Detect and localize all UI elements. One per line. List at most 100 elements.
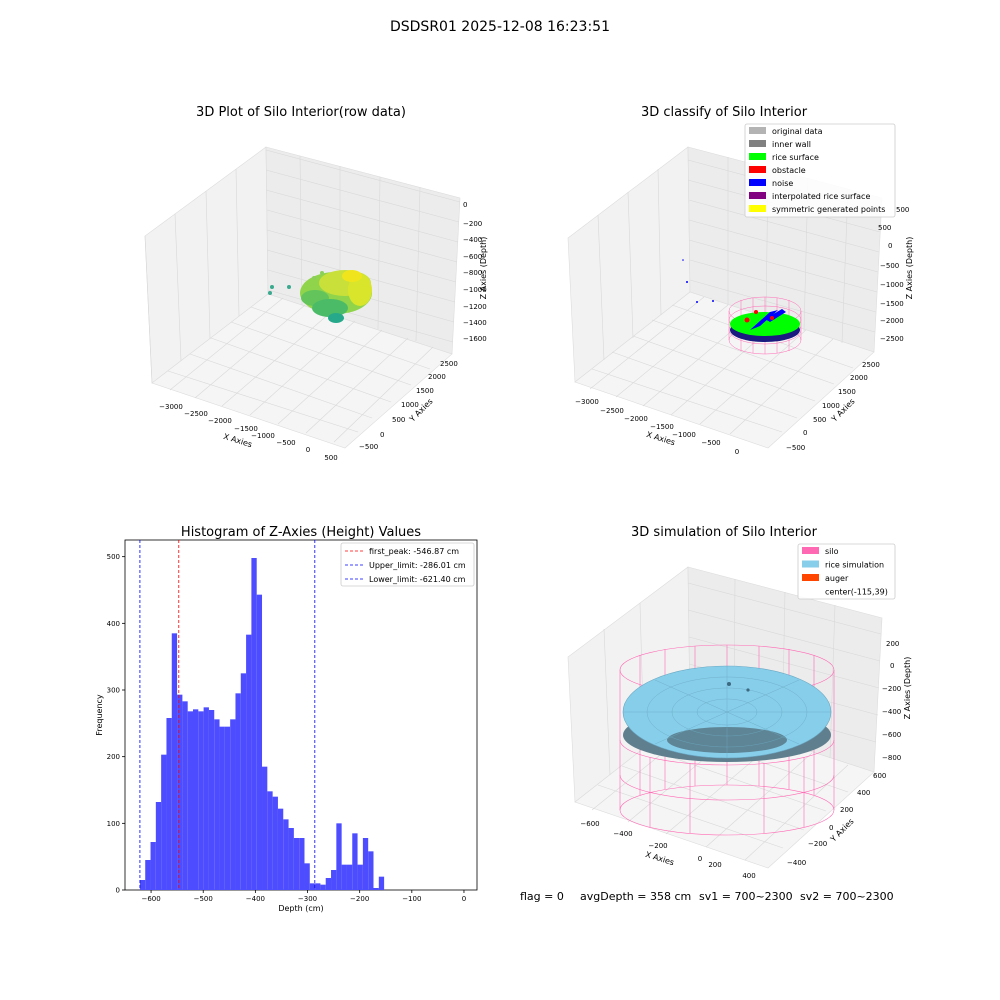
histogram-legend-box [340, 542, 475, 587]
raw-x-label: X Axies [222, 432, 253, 449]
histogram-ytick-label: 200 [107, 753, 120, 761]
simulation-z-label: Z Axies (Depth) [903, 657, 912, 720]
raw-ytick: 2000 [428, 373, 446, 381]
histogram-xtick-label: −200 [350, 895, 369, 903]
histogram-bar [139, 880, 146, 890]
simulation-grid [591, 578, 882, 861]
histogram-title: Histogram of Z-Axies (Height) Values [181, 525, 421, 540]
raw-xtick: 0 [306, 446, 310, 454]
histogram-legend-label: Upper_limit: -286.01 cm [369, 561, 466, 570]
histogram-bar [331, 870, 337, 890]
classify-xtick: 0 [735, 448, 739, 456]
histogram-bar [208, 710, 215, 890]
histogram-reference-lines [139, 540, 316, 890]
histogram-x-label: Depth (cm) [278, 904, 323, 913]
classify-legend-label: noise [772, 179, 793, 188]
histogram-bar [161, 754, 167, 890]
status-flag: flag = 0 [520, 890, 564, 903]
histogram-bar [299, 838, 305, 890]
histogram-bar [346, 864, 353, 890]
classify-ztick: 500 [878, 224, 891, 232]
histogram-bar [230, 719, 236, 890]
classify-ytick: −500 [786, 444, 805, 452]
classify-ztick: −2500 [880, 335, 904, 343]
histogram-bar [362, 838, 369, 890]
status-line: flag = 0 avgDepth = 358 cm sv1 = 700~230… [520, 890, 894, 903]
histogram-bar [251, 558, 257, 890]
simulation-ztick: −800 [882, 754, 901, 762]
classify-legend-box [744, 123, 896, 218]
simulation-ztick: −200 [882, 685, 901, 693]
raw-xtick: −1000 [251, 432, 275, 440]
classify-ytick: 0 [803, 429, 807, 437]
raw-plot-title: 3D Plot of Silo Interior(row data) [196, 105, 406, 120]
histogram-bar [267, 791, 273, 890]
classify-legend-swatch [749, 140, 766, 147]
raw-ztick: −1600 [463, 335, 487, 343]
simulation-xtick: −200 [648, 842, 667, 850]
classify-legend-label: original data [772, 127, 823, 136]
raw-ztick: −1200 [463, 303, 487, 311]
simulation-ytick: −400 [787, 859, 806, 867]
raw-ytick: −500 [359, 443, 378, 451]
panel-raw-3d: 3D Plot of Silo Interior(row data) [144, 105, 488, 462]
histogram-bar [288, 828, 294, 890]
classify-y-ticks: −500 0 500 1000 1500 2000 2500 [786, 361, 880, 452]
histogram-bar [145, 860, 151, 890]
histogram-legend-label: Lower_limit: -621.40 cm [369, 575, 466, 584]
classify-ztick: −2000 [880, 317, 904, 325]
classify-legend-swatch [749, 166, 766, 173]
classify-xtick: −2000 [624, 415, 648, 423]
histogram-bar [272, 796, 278, 890]
classify-legend-label: interpolated rice surface [772, 192, 870, 201]
simulation-x-label: X Axies [644, 850, 675, 867]
raw-point-cloud [268, 270, 372, 323]
simulation-plot-title: 3D simulation of Silo Interior [631, 525, 818, 540]
raw-y-ticks: −500 0 500 1000 1500 2000 2500 [359, 360, 458, 451]
classify-legend-label: rice surface [772, 153, 819, 162]
classify-legend-label: symmetric generated points [772, 205, 885, 214]
classify-xtick: −1000 [672, 431, 696, 439]
classify-legend-swatch [749, 192, 766, 199]
classify-ytick: 500 [813, 416, 826, 424]
status-avg-depth: avgDepth = 358 cm [580, 890, 691, 903]
status-sv2: sv2 = 700~2300 [800, 890, 894, 903]
histogram-bar [198, 711, 204, 890]
simulation-xtick: 0 [698, 855, 702, 863]
raw-xtick: −2500 [184, 410, 208, 418]
histogram-bar [155, 802, 162, 890]
simulation-legend-label: center(-115,39) [825, 588, 888, 597]
classify-ztick: −500 [880, 262, 899, 270]
raw-ytick: 2500 [440, 360, 458, 368]
histogram-bar [352, 833, 358, 890]
classify-ztick: −1000 [880, 281, 904, 289]
histogram-ytick-label: 100 [107, 820, 120, 828]
simulation-ztick: −600 [882, 731, 901, 739]
histogram-ytick-label: 400 [107, 620, 120, 628]
histogram-bar [283, 819, 289, 890]
panel-simulation-3d: 3D simulation of Silo Interior [567, 525, 912, 880]
classify-legend-label: obstacle [772, 166, 806, 175]
raw-xtick: −2000 [208, 417, 232, 425]
histogram-xtick-label: −500 [194, 895, 213, 903]
simulation-ytick: −200 [808, 840, 827, 848]
classify-ytick: 2000 [850, 374, 868, 382]
histogram-xtick-label: −400 [246, 895, 265, 903]
raw-ztick: −1000 [463, 286, 487, 294]
classify-rice-points [682, 259, 800, 342]
panel-classify-3d: 3D classify of Silo Interior [567, 105, 914, 456]
histogram-bar [150, 842, 156, 890]
simulation-xtick: −400 [613, 830, 632, 838]
raw-ztick: −1400 [463, 319, 487, 327]
histogram-ytick-label: 0 [116, 887, 120, 895]
simulation-ytick: 600 [873, 772, 886, 780]
simulation-z-ticks: 200 0 −200 −400 −600 −800 [882, 640, 901, 762]
histogram-bar [293, 838, 300, 890]
figure-title: DSDSR01 2025-12-08 16:23:51 [390, 19, 610, 35]
simulation-legend-label: silo [825, 547, 839, 556]
histogram-bar [214, 719, 220, 890]
histogram-bar [262, 766, 268, 890]
histogram-x-ticks: −600 −500 −400 −300 −200 −100 0 [141, 890, 466, 903]
classify-ytick: 2500 [862, 361, 880, 369]
